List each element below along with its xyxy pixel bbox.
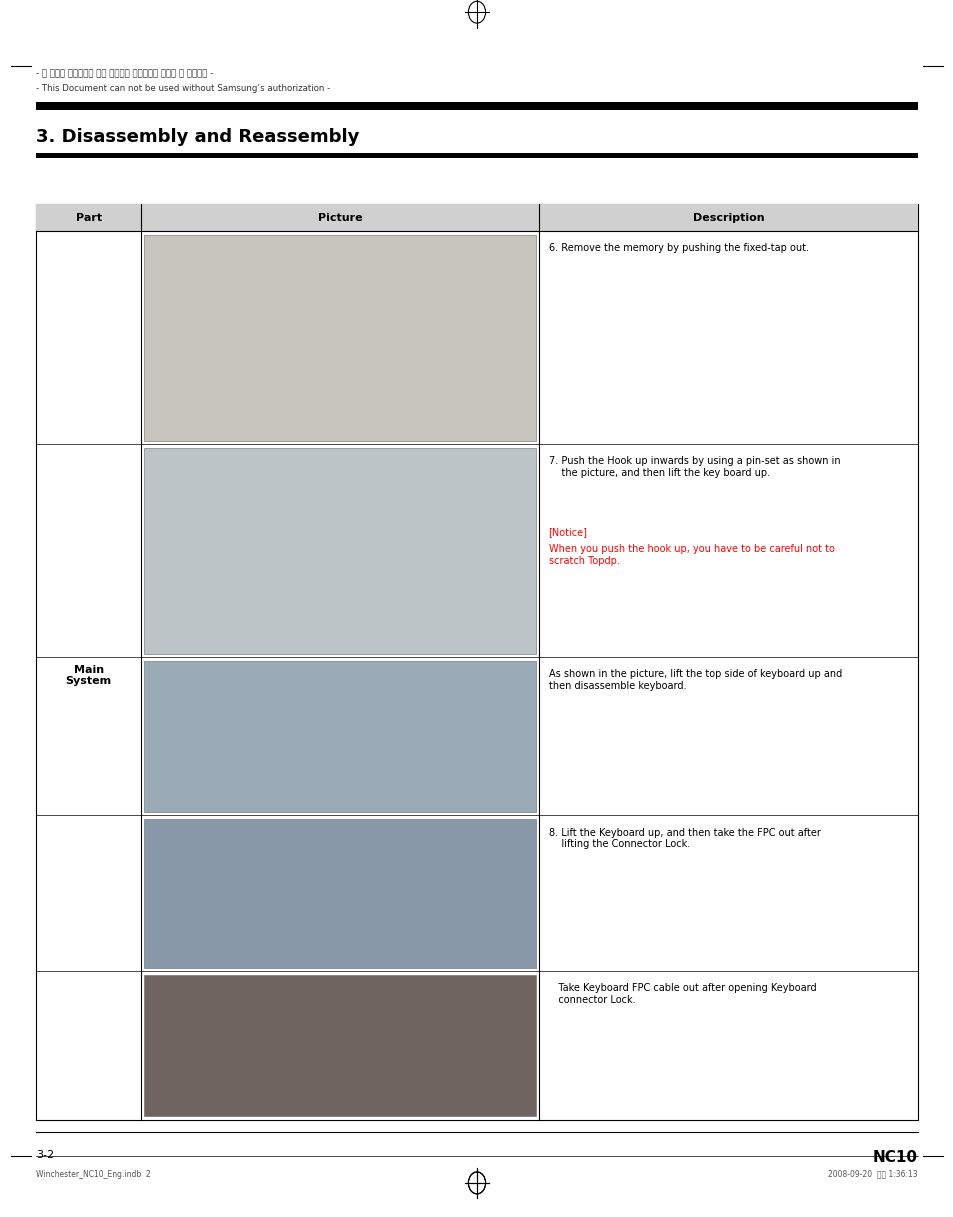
- Text: When you push the hook up, you have to be careful not to
scratch Topdp.: When you push the hook up, you have to b…: [548, 544, 834, 566]
- Bar: [36, 153, 917, 158]
- Text: As shown in the picture, lift the top side of keyboard up and
then disassemble k: As shown in the picture, lift the top si…: [548, 669, 841, 691]
- Text: 3. Disassembly and Reassembly: 3. Disassembly and Reassembly: [36, 128, 359, 146]
- Text: Description: Description: [692, 213, 763, 223]
- Text: Part: Part: [75, 213, 102, 223]
- Bar: [144, 661, 536, 812]
- Text: [Notice]: [Notice]: [548, 527, 587, 537]
- Bar: [36, 204, 917, 1120]
- Text: Picture: Picture: [317, 213, 362, 223]
- Bar: [144, 235, 536, 441]
- Text: 6. Remove the memory by pushing the fixed-tap out.: 6. Remove the memory by pushing the fixe…: [548, 243, 808, 253]
- Text: Winchester_NC10_Eng.indb  2: Winchester_NC10_Eng.indb 2: [36, 1170, 151, 1178]
- Text: 7. Push the Hook up inwards by using a pin-set as shown in
    the picture, and : 7. Push the Hook up inwards by using a p…: [548, 456, 840, 478]
- Text: 2008-09-20  오후 1:36:13: 2008-09-20 오후 1:36:13: [827, 1170, 917, 1178]
- Bar: [36, 204, 917, 231]
- Text: Main
System: Main System: [66, 664, 112, 686]
- Text: 8. Lift the Keyboard up, and then take the FPC out after
    lifting the Connect: 8. Lift the Keyboard up, and then take t…: [548, 828, 820, 849]
- Bar: [144, 819, 536, 968]
- Text: - 이 문서는 삼성전자의 기술 자산으로 승인자만이 사용할 수 있습니다 -: - 이 문서는 삼성전자의 기술 자산으로 승인자만이 사용할 수 있습니다 -: [36, 69, 213, 78]
- Bar: [144, 448, 536, 654]
- Text: - This Document can not be used without Samsung’s authorization -: - This Document can not be used without …: [36, 84, 330, 92]
- Bar: [36, 102, 917, 110]
- Text: 3-2: 3-2: [36, 1150, 54, 1160]
- Bar: [144, 975, 536, 1116]
- Text: Take Keyboard FPC cable out after opening Keyboard
   connector Lock.: Take Keyboard FPC cable out after openin…: [548, 983, 816, 1005]
- Text: NC10: NC10: [872, 1150, 917, 1165]
